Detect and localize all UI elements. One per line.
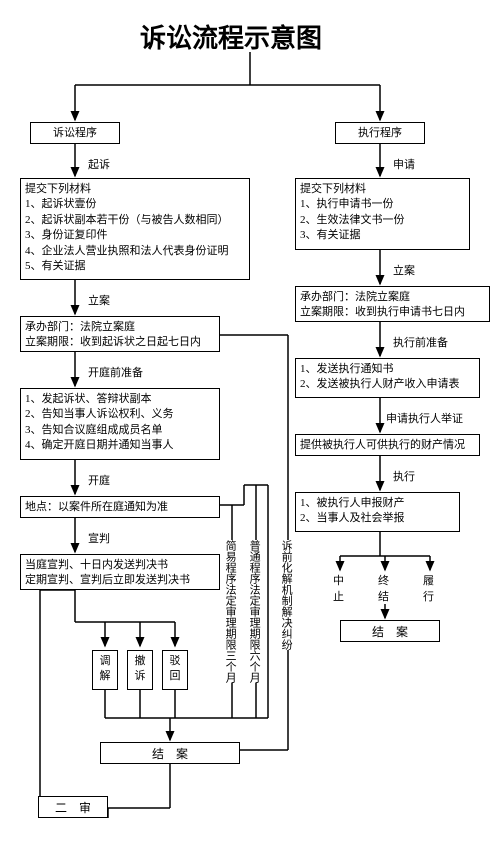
simple-proc-label: 简易程序法定审理期限三个月: [224, 540, 236, 683]
left-submit-i3: 3、身份证复印件: [25, 228, 245, 243]
label-zhixing: 执行: [393, 468, 415, 484]
label-left-prep: 开庭前准备: [88, 364, 143, 380]
left-submit-i5: 5、有关证据: [25, 259, 245, 274]
bo-box: 驳 回: [162, 650, 188, 690]
right-submit-heading: 提交下列材料: [300, 182, 465, 197]
right-juzheng: 提供被执行人可供执行的财产情况: [295, 434, 480, 456]
left-jiean: 结 案: [100, 742, 240, 764]
right-submit-i1: 1、执行申请书一份: [300, 197, 465, 212]
label-left-lian: 立案: [88, 292, 110, 308]
right-prep: 1、发送执行通知书 2、发送被执行人财产收入申请表: [295, 358, 480, 398]
mediate-label: 诉前化解机制解决纠纷: [280, 540, 292, 650]
che-box: 撤 诉: [127, 650, 153, 690]
page-title: 诉讼流程示意图: [140, 18, 322, 55]
right-lian-l1: 承办部门：法院立案庭: [300, 290, 485, 305]
zhongjie-label: 终 结: [378, 572, 389, 604]
left-xuanpan-l1: 当庭宣判、十日内发送判决书: [25, 558, 215, 573]
right-submit: 提交下列材料 1、执行申请书一份 2、生效法律文书一份 3、有关证据: [295, 178, 470, 250]
left-prep-i1: 1、发起诉状、答辩状副本: [25, 392, 215, 407]
left-submit-i2: 2、起诉状副本若干份（与被告人数相同）: [25, 213, 245, 228]
right-lian-l2: 立案期限：收到执行申请书七日内: [300, 305, 485, 320]
label-qisu: 起诉: [88, 156, 110, 172]
left-prep-i4: 4、确定开庭日期并通知当事人: [25, 438, 215, 453]
right-proc-header: 执行程序: [335, 122, 425, 144]
right-zhixing-i1: 1、被执行人申报财产: [300, 496, 455, 511]
right-prep-i2: 2、发送被执行人财产收入申请表: [300, 377, 475, 392]
left-prep: 1、发起诉状、答辩状副本 2、告知当事人诉讼权利、义务 3、告知合议庭组成成员名…: [20, 388, 220, 460]
label-right-prep: 执行前准备: [393, 334, 448, 350]
left-lian-l2: 立案期限：收到起诉状之日起七日内: [25, 335, 215, 350]
right-jiean: 结 案: [340, 620, 440, 642]
left-submit-i1: 1、起诉状壹份: [25, 197, 245, 212]
label-right-lian: 立案: [393, 262, 415, 278]
label-shenqing: 申请: [393, 156, 415, 172]
right-lian: 承办部门：法院立案庭 立案期限：收到执行申请书七日内: [295, 286, 490, 322]
right-zhixing-i2: 2、当事人及社会举报: [300, 511, 455, 526]
ershen-box: 二 审: [38, 796, 108, 818]
label-kaiting: 开庭: [88, 472, 110, 488]
left-lian: 承办部门：法院立案庭 立案期限：收到起诉状之日起七日内: [20, 316, 220, 352]
lvxing-label: 履 行: [423, 572, 434, 604]
left-submit-heading: 提交下列材料: [25, 182, 245, 197]
right-zhixing: 1、被执行人申报财产 2、当事人及社会举报: [295, 492, 460, 532]
left-submit-i4: 4、企业法人营业执照和法人代表身份证明: [25, 244, 245, 259]
left-prep-i2: 2、告知当事人诉讼权利、义务: [25, 407, 215, 422]
left-prep-i3: 3、告知合议庭组成成员名单: [25, 423, 215, 438]
right-submit-i2: 2、生效法律文书一份: [300, 213, 465, 228]
left-xuanpan-l2: 定期宣判、宣判后立即发送判决书: [25, 573, 215, 588]
left-lian-l1: 承办部门：法院立案庭: [25, 320, 215, 335]
left-proc-header: 诉讼程序: [30, 122, 120, 144]
label-xuanpan: 宣判: [88, 530, 110, 546]
normal-proc-label: 普通程序法定审理期限六个月: [248, 540, 260, 683]
left-kaiting: 地点：以案件所在庭通知为准: [20, 496, 220, 518]
tiao-box: 调 解: [92, 650, 118, 690]
right-submit-i3: 3、有关证据: [300, 228, 465, 243]
right-prep-i1: 1、发送执行通知书: [300, 362, 475, 377]
left-xuanpan: 当庭宣判、十日内发送判决书 定期宣判、宣判后立即发送判决书: [20, 554, 220, 590]
left-submit: 提交下列材料 1、起诉状壹份 2、起诉状副本若干份（与被告人数相同） 3、身份证…: [20, 178, 250, 280]
zhongzhi-label: 中 止: [333, 572, 344, 604]
label-juzheng: 申请执行人举证: [386, 410, 463, 426]
